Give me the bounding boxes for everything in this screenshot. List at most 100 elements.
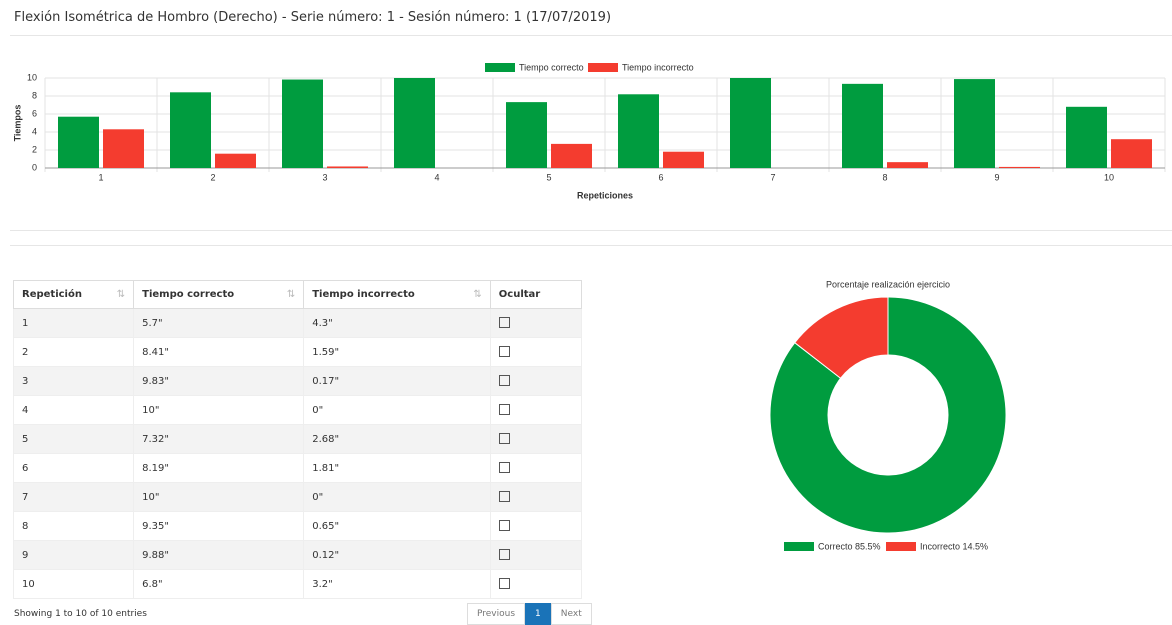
bar (58, 116, 99, 168)
x-tick-label: 10 (1104, 172, 1114, 182)
bar (618, 94, 659, 168)
bar (1111, 139, 1152, 168)
table-cell: 4 (12, 395, 135, 425)
table-cell: 6.8" (133, 569, 305, 599)
table-cell: 5 (12, 424, 135, 454)
table-row: 10 6.8" 3.2" (12, 569, 583, 599)
bar (506, 102, 547, 168)
x-axis-label: Repeticiones (577, 190, 633, 200)
legend-swatch (886, 542, 916, 551)
legend-swatch (485, 63, 515, 72)
sort-icon: ⇅ (116, 289, 126, 300)
table-cell: 8.41" (133, 337, 305, 367)
table-cell: 10" (133, 395, 305, 425)
hide-cell (489, 453, 583, 483)
table-cell: 7.32" (133, 424, 305, 454)
table-cell: 3 (12, 366, 135, 396)
table-cell: 7 (12, 482, 135, 512)
legend-swatch (588, 63, 618, 72)
table-cell: 1 (12, 308, 135, 338)
column-header[interactable]: Tiempo incorrecto ⇅ (303, 280, 491, 309)
legend-label: Tiempo correcto (519, 62, 584, 72)
table-row: 4 10" 0" (12, 395, 583, 425)
table-cell: 0.12" (303, 540, 491, 570)
hide-checkbox[interactable] (498, 578, 510, 590)
legend-swatch (784, 542, 814, 551)
hide-checkbox[interactable] (498, 491, 510, 503)
table-row: 3 9.83" 0.17" (12, 366, 583, 396)
divider (10, 230, 1172, 231)
hide-checkbox[interactable] (498, 462, 510, 474)
table-row: 5 7.32" 2.68" (12, 424, 583, 454)
table-row: 1 5.7" 4.3" (12, 308, 583, 338)
table-cell: 9.35" (133, 511, 305, 541)
page-button[interactable]: Next (550, 603, 592, 625)
table-row: 9 9.88" 0.12" (12, 540, 583, 570)
y-tick-label: 2 (32, 144, 37, 154)
bar (663, 151, 704, 168)
divider (10, 245, 1172, 246)
bar (170, 92, 211, 168)
table-cell: 6 (12, 453, 135, 483)
hide-cell (489, 337, 583, 367)
table-cell: 9.88" (133, 540, 305, 570)
divider (10, 35, 1172, 36)
hide-cell (489, 540, 583, 570)
page-title: Flexión Isométrica de Hombro (Derecho) -… (14, 10, 612, 25)
x-tick-label: 2 (210, 172, 215, 182)
legend-label: Tiempo incorrecto (622, 62, 694, 72)
column-header[interactable]: Repetición ⇅ (12, 280, 135, 309)
legend-label: Incorrecto 14.5% (920, 541, 988, 551)
bar (551, 143, 592, 168)
table-row: 2 8.41" 1.59" (12, 337, 583, 367)
table-cell: 0" (303, 395, 491, 425)
bar (215, 153, 256, 168)
table-cell: 2.68" (303, 424, 491, 454)
table-cell: 5.7" (133, 308, 305, 338)
bar (887, 162, 928, 168)
table-row: 6 8.19" 1.81" (12, 453, 583, 483)
x-tick-label: 1 (98, 172, 103, 182)
doughnut-chart: Porcentaje realización ejercicio Correcto… (769, 279, 1007, 551)
column-header[interactable]: Tiempo correcto ⇅ (133, 280, 305, 309)
hide-checkbox[interactable] (498, 317, 510, 329)
bar (730, 78, 771, 168)
table-cell: 9.83" (133, 366, 305, 396)
hide-checkbox[interactable] (498, 346, 510, 358)
hide-cell (489, 308, 583, 338)
table-cell: 0" (303, 482, 491, 512)
hide-cell (489, 395, 583, 425)
doughnut-slice (794, 296, 889, 379)
x-tick-label: 3 (322, 172, 327, 182)
hide-cell (489, 511, 583, 541)
table-cell: 0.65" (303, 511, 491, 541)
page-button[interactable]: Previous (467, 603, 526, 625)
hide-checkbox[interactable] (498, 520, 510, 532)
hide-checkbox[interactable] (498, 433, 510, 445)
bar (282, 79, 323, 168)
hide-checkbox[interactable] (498, 549, 510, 561)
table-row: 8 9.35" 0.65" (12, 511, 583, 541)
hide-checkbox[interactable] (498, 404, 510, 416)
y-tick-label: 6 (32, 108, 37, 118)
hide-cell (489, 424, 583, 454)
table-cell: 1.81" (303, 453, 491, 483)
page-button[interactable]: 1 (525, 603, 551, 625)
table-cell: 4.3" (303, 308, 491, 338)
hide-cell (489, 569, 583, 599)
table-cell: 9 (12, 540, 135, 570)
pagination: Previous 1 Next (467, 603, 592, 625)
hide-cell (489, 482, 583, 512)
column-header: Ocultar (489, 280, 583, 309)
table-cell: 0.17" (303, 366, 491, 396)
table-cell: 8.19" (133, 453, 305, 483)
y-tick-label: 10 (27, 72, 37, 82)
legend-label: Correcto 85.5% (818, 541, 881, 551)
x-tick-label: 6 (658, 172, 663, 182)
hide-checkbox[interactable] (498, 375, 510, 387)
bar (1066, 106, 1107, 168)
bar (999, 166, 1040, 168)
y-axis-label: Tiempos (12, 105, 22, 142)
y-tick-label: 8 (32, 90, 37, 100)
